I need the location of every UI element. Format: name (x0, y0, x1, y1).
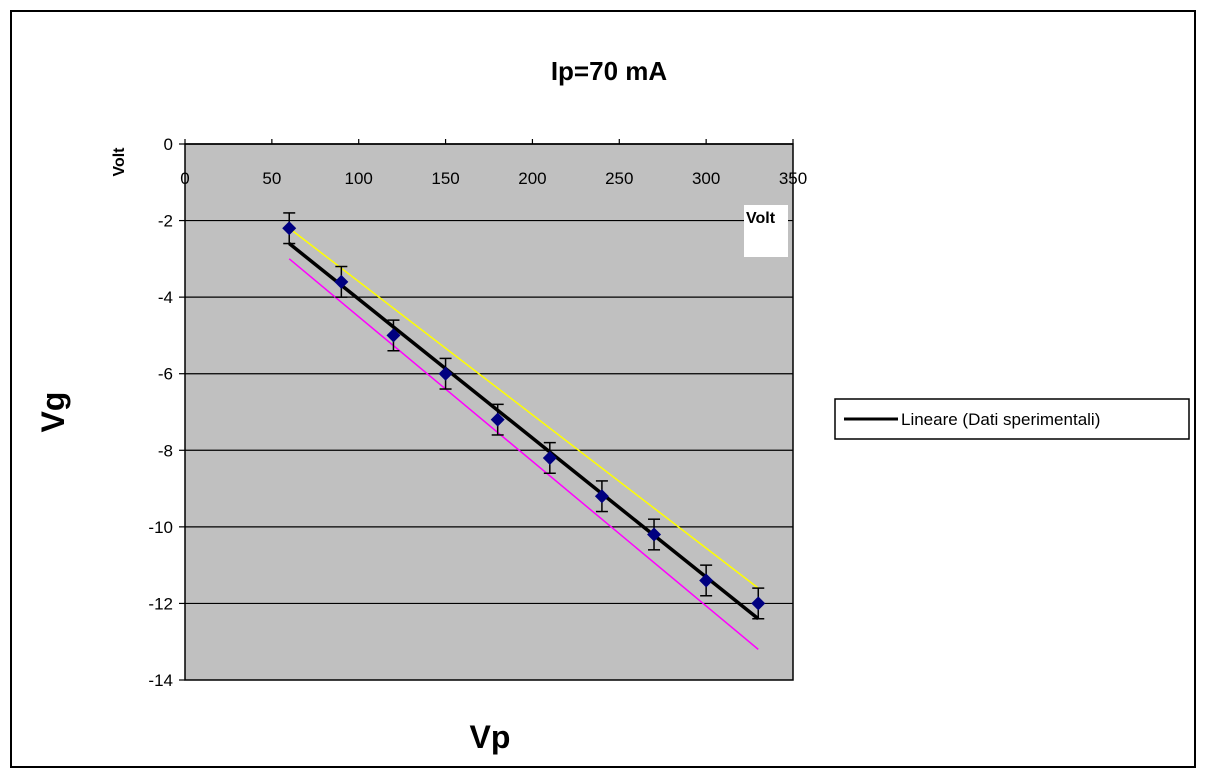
data-point (386, 328, 401, 343)
data-point (647, 527, 662, 542)
chart-title: Ip=70 mA (551, 56, 668, 86)
y-tick-label: 0 (164, 135, 173, 154)
data-point (438, 366, 453, 381)
data-point (699, 573, 714, 588)
y-tick-label: -14 (148, 671, 173, 690)
y-tick-label: -10 (148, 518, 173, 537)
lower-bound-line (288, 258, 759, 650)
legend: Lineare (Dati sperimentali) (834, 398, 1190, 440)
x-tick-label: 100 (345, 169, 373, 188)
upper-bound-line (288, 227, 759, 589)
x-tick-label: 250 (605, 169, 633, 188)
y-tick-label: -2 (158, 212, 173, 231)
y-tick-label: -8 (158, 441, 173, 460)
data-point (542, 450, 557, 465)
x-tick-label: 150 (431, 169, 459, 188)
data-point (751, 596, 766, 611)
data-point (334, 274, 349, 289)
y-tick-label: -12 (148, 594, 173, 613)
y-tick-label: -6 (158, 365, 173, 384)
x-tick-label: 0 (180, 169, 189, 188)
grid-lines (185, 219, 793, 605)
linear-fit-line (288, 242, 760, 621)
chart-svg: Ip=70 mA 0 -2 -4 -6 -8 -10 -12 -14 0 50 100 150 200… (35, 56, 1190, 755)
y-axis-label: Vg (35, 392, 71, 433)
y-axis-unit: Volt (111, 147, 128, 177)
plot-area (184, 143, 794, 681)
x-tick-label: 200 (518, 169, 546, 188)
y-tick-label: -4 (158, 288, 173, 307)
x-tick-label: 300 (692, 169, 720, 188)
data-point (490, 412, 505, 427)
chart-frame: Ip=70 mA 0 -2 -4 -6 -8 -10 -12 -14 0 50 100 150 200… (10, 10, 1196, 768)
data-point (282, 221, 297, 236)
x-tick-label: 350 (779, 169, 807, 188)
x-axis-unit: Volt (746, 210, 776, 227)
x-tick-label: 50 (262, 169, 281, 188)
axes (179, 139, 794, 681)
legend-entry-label: Lineare (Dati sperimentali) (901, 410, 1100, 429)
data-point (594, 489, 609, 504)
x-tick-labels: 0 50 100 150 200 250 300 350 (180, 169, 807, 188)
data-points (282, 221, 766, 611)
y-tick-labels: 0 -2 -4 -6 -8 -10 -12 -14 (148, 135, 173, 690)
x-axis-label: Vp (470, 719, 511, 755)
x-unit-box (744, 205, 788, 257)
trend-lines (288, 227, 760, 650)
